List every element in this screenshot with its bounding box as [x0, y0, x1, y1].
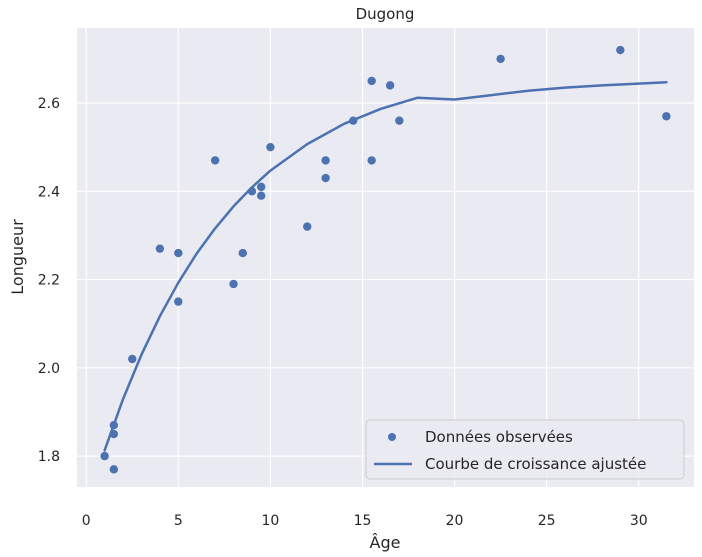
data-point	[321, 156, 330, 165]
data-point	[229, 279, 238, 289]
x-ticks: 0 5 10 15 20 25 30	[82, 513, 648, 529]
x-tick-label: 10	[261, 513, 279, 529]
legend: Données observées Courbe de croissance a…	[365, 419, 685, 480]
data-point	[174, 297, 183, 306]
data-point	[662, 112, 671, 121]
data-point	[155, 244, 165, 253]
legend-label-scatter: Données observées	[425, 428, 573, 446]
data-point	[367, 156, 376, 165]
data-point	[616, 45, 625, 55]
data-point	[395, 116, 404, 125]
data-point	[109, 465, 119, 474]
data-point	[266, 142, 275, 152]
data-point	[109, 429, 119, 439]
data-point	[385, 81, 395, 90]
y-tick-label: 2.2	[38, 273, 60, 289]
data-point	[256, 191, 266, 200]
data-point	[238, 248, 247, 258]
data-point	[109, 421, 119, 430]
legend-marker-scatter	[388, 433, 396, 441]
x-tick-label: 15	[354, 513, 372, 529]
x-axis-label: Âge	[370, 533, 401, 552]
y-tick-label: 2.4	[38, 184, 60, 200]
series-layer	[100, 45, 671, 474]
data-point	[321, 173, 330, 183]
x-tick-label: 25	[538, 513, 556, 529]
data-point	[367, 76, 376, 86]
grid	[77, 28, 694, 487]
data-point	[100, 451, 109, 461]
plot-background	[77, 28, 694, 487]
fitted-growth-curve	[103, 81, 668, 452]
x-tick-label: 0	[82, 513, 91, 529]
data-point	[303, 222, 312, 231]
data-point	[210, 156, 220, 165]
data-point	[496, 54, 505, 64]
data-point	[174, 248, 183, 258]
x-tick-label: 30	[630, 513, 648, 529]
y-axis-label: Longueur	[8, 219, 27, 295]
legend-box	[365, 419, 685, 480]
data-point	[128, 354, 137, 364]
x-tick-label: 5	[174, 513, 183, 529]
legend-label-line: Courbe de croissance ajustée	[425, 455, 646, 473]
y-tick-label: 2.6	[38, 96, 60, 112]
data-point	[247, 187, 257, 196]
chart-title: Dugong	[356, 5, 415, 23]
y-ticks: 1.8 2.0 2.2 2.4 2.6	[38, 96, 60, 465]
y-tick-label: 2.0	[38, 361, 60, 377]
x-tick-label: 20	[446, 513, 464, 529]
y-tick-label: 1.8	[38, 449, 60, 465]
data-point	[349, 116, 358, 125]
data-point	[256, 182, 266, 192]
